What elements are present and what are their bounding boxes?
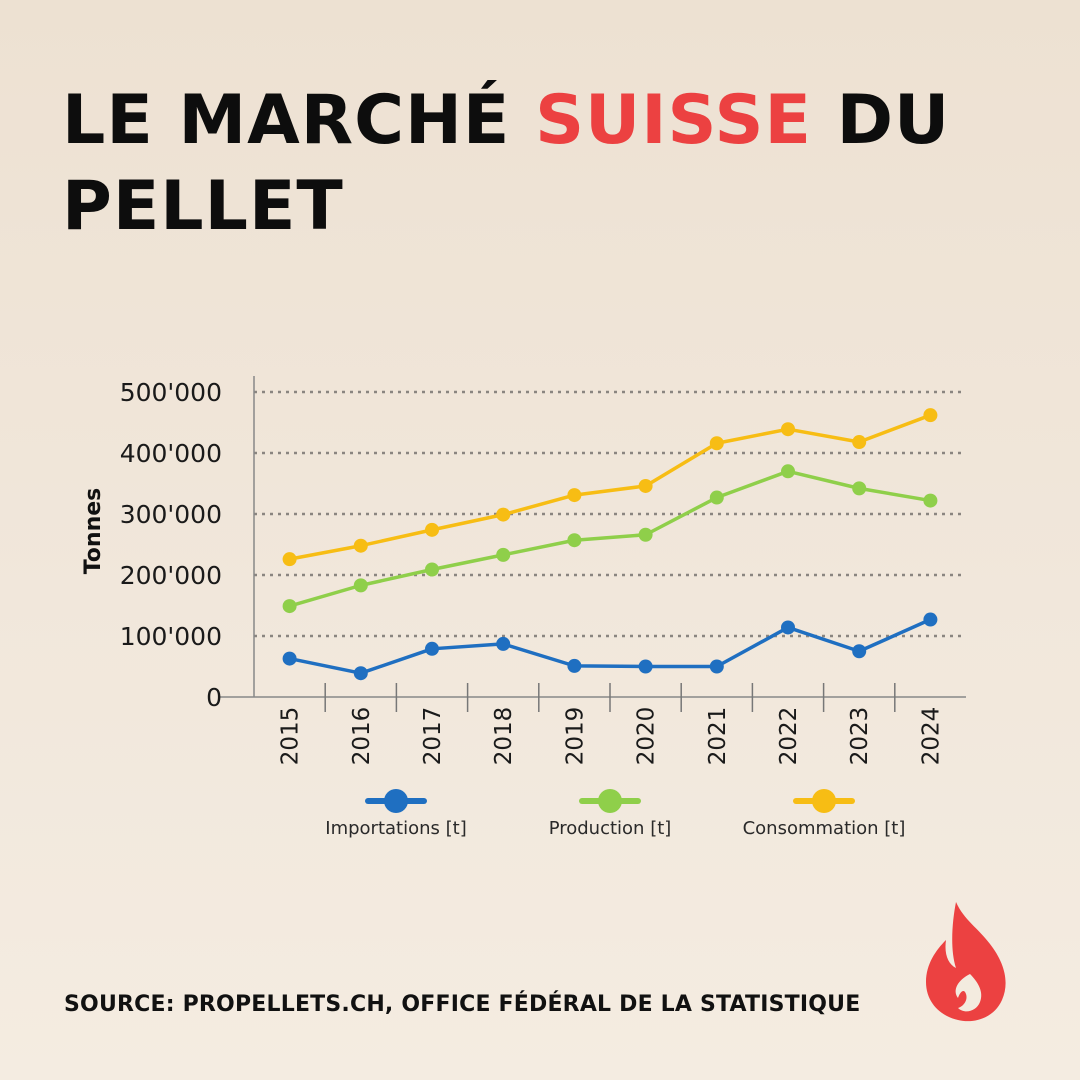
x-tick-label: 2020 <box>634 707 660 766</box>
data-point-consommation <box>923 408 938 423</box>
x-tick-label: 2022 <box>776 707 802 766</box>
data-point-consommation <box>781 422 795 437</box>
y-tick-label: 100'000 <box>120 622 222 651</box>
data-point-production <box>709 490 724 505</box>
data-point-importations <box>282 651 297 666</box>
data-point-production <box>353 578 368 593</box>
data-point-production <box>852 481 867 496</box>
data-point-production <box>638 527 653 542</box>
data-point-importations <box>709 659 724 674</box>
series-line-importations <box>289 617 932 675</box>
title-part-1: LE MARCHÉ <box>62 81 536 160</box>
x-tick-label: 2015 <box>278 707 304 766</box>
series-line-production <box>289 469 931 608</box>
data-point-production <box>496 547 511 562</box>
y-tick-label: 300'000 <box>120 500 222 529</box>
data-point-production <box>425 562 439 577</box>
x-tick-label: 2021 <box>705 707 731 766</box>
x-tick-label: 2019 <box>562 707 588 766</box>
data-point-importations <box>781 620 795 635</box>
y-tick-label: 200'000 <box>120 561 222 590</box>
data-point-production <box>282 599 297 614</box>
y-tick-label: 500'000 <box>120 378 222 407</box>
legend-label-production: Production [t] <box>549 818 672 839</box>
data-point-consommation <box>282 552 297 567</box>
legend-marker-consommation <box>812 789 836 813</box>
x-tick-label: 2024 <box>918 707 944 766</box>
x-tick-label: 2023 <box>847 707 873 766</box>
title-part-2: DU PELLET <box>62 81 951 246</box>
data-point-importations <box>567 658 582 673</box>
data-point-importations <box>353 666 368 681</box>
data-point-consommation <box>638 478 653 493</box>
title-accent: SUISSE <box>535 81 812 160</box>
x-tick-label: 2017 <box>420 707 446 766</box>
data-point-importations <box>923 612 938 627</box>
y-axis-title: Tonnes <box>81 488 106 575</box>
legend-marker-importations <box>384 789 408 813</box>
legend-label-consommation: Consommation [t] <box>743 818 906 839</box>
data-point-importations <box>638 659 653 674</box>
page-title: LE MARCHÉ SUISSE DU PELLET <box>62 78 1022 250</box>
data-point-consommation <box>567 488 582 503</box>
data-point-consommation <box>496 507 511 522</box>
data-point-consommation <box>353 538 368 553</box>
legend-marker-production <box>598 789 622 813</box>
data-point-importations <box>852 644 867 659</box>
source-note: SOURCE: PROPELLETS.CH, OFFICE FÉDÉRAL DE… <box>64 992 861 1017</box>
data-point-importations <box>496 636 511 651</box>
x-tick-label: 2018 <box>491 707 517 766</box>
y-tick-label: 0 <box>206 683 222 712</box>
legend-label-importations: Importations [t] <box>325 818 466 839</box>
y-tick-label: 400'000 <box>120 439 222 468</box>
data-point-consommation <box>425 522 439 537</box>
series-line-consommation <box>289 413 932 561</box>
data-point-production <box>923 493 938 508</box>
data-point-importations <box>425 641 439 656</box>
flame-icon <box>926 902 1006 1022</box>
data-point-production <box>781 464 795 479</box>
data-point-production <box>567 533 582 548</box>
logo <box>920 898 1012 1030</box>
x-tick-label: 2016 <box>349 707 375 766</box>
data-point-consommation <box>852 435 867 450</box>
data-point-consommation <box>709 436 724 451</box>
